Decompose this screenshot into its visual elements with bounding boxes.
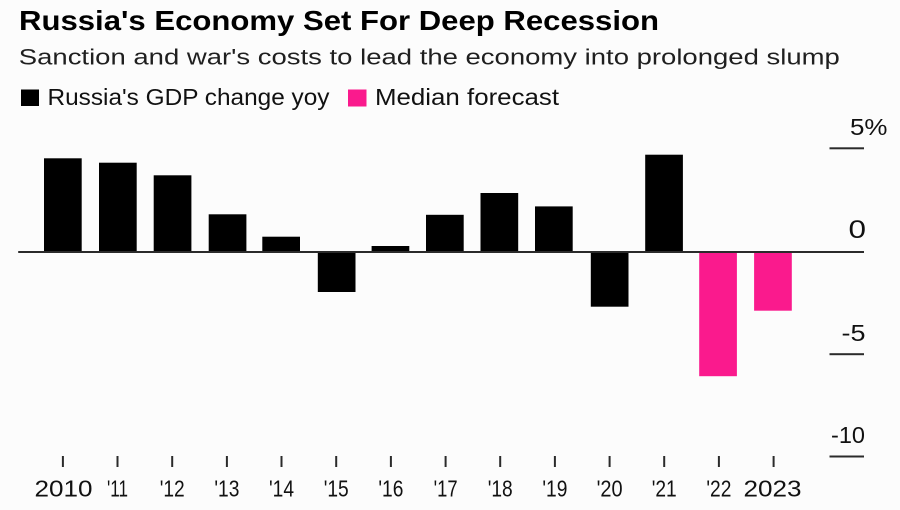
svg-text:Russia's GDP change yoy: Russia's GDP change yoy — [48, 84, 331, 110]
svg-text:'16: '16 — [378, 475, 403, 501]
svg-text:Sanction and war's costs to le: Sanction and war's costs to lead the eco… — [19, 44, 840, 69]
svg-text:5%: 5% — [850, 114, 888, 140]
svg-text:-10: -10 — [831, 422, 865, 448]
svg-text:'11: '11 — [107, 475, 128, 501]
svg-text:'15: '15 — [324, 475, 349, 501]
svg-text:Median forecast: Median forecast — [375, 84, 560, 110]
svg-text:'20: '20 — [597, 475, 623, 501]
svg-text:0: 0 — [849, 216, 867, 244]
svg-text:'17: '17 — [434, 475, 458, 501]
svg-text:-5: -5 — [842, 320, 866, 346]
svg-text:'14: '14 — [269, 475, 294, 501]
svg-text:'19: '19 — [542, 475, 567, 501]
svg-text:'22: '22 — [706, 475, 731, 501]
svg-text:'21: '21 — [652, 475, 677, 501]
svg-text:Russia's Economy Set For Deep: Russia's Economy Set For Deep Recession — [19, 5, 659, 36]
svg-text:'13: '13 — [214, 475, 239, 501]
svg-text:2010: 2010 — [35, 475, 93, 501]
svg-text:2023: 2023 — [744, 475, 802, 501]
svg-text:'12: '12 — [160, 475, 185, 501]
svg-text:'18: '18 — [488, 475, 513, 501]
